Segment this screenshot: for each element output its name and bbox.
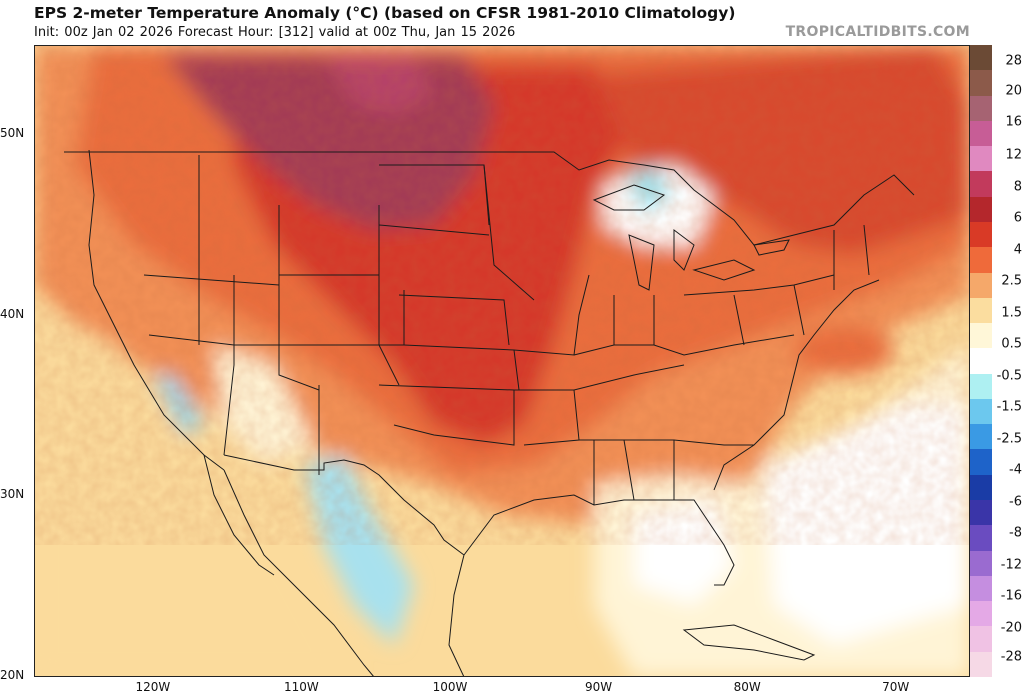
colorbar-swatch	[970, 398, 992, 425]
colorbar-swatch	[970, 196, 992, 223]
longitude-label: 90W	[584, 680, 613, 694]
colorbar-swatch	[970, 120, 992, 147]
colorbar-swatch	[970, 323, 992, 349]
colorbar-swatch	[970, 474, 992, 501]
colorbar-swatch	[970, 373, 992, 400]
colorbar-label: -12	[1000, 557, 1022, 573]
longitude-label: 120W	[135, 680, 171, 694]
colorbar-swatch	[970, 272, 992, 299]
colorbar-swatch	[970, 424, 992, 450]
colorbar-swatch	[970, 348, 992, 375]
colorbar-swatch	[970, 221, 992, 248]
colorbar-label: 6	[1013, 210, 1022, 226]
colorbar-label: -1.5	[996, 399, 1022, 415]
latitude-label: 50N	[0, 126, 25, 141]
colorbar-label: 4	[1013, 242, 1022, 258]
forecast-info: Init: 00z Jan 02 2026 Forecast Hour: [31…	[34, 25, 516, 40]
latitude-label: 20N	[0, 668, 25, 682]
us-west-coast	[88, 149, 225, 471]
colorbar-swatch	[970, 601, 992, 627]
colorbar-label: 0.5	[1001, 336, 1022, 352]
longitude-label: 100W	[432, 680, 468, 694]
colorbar-label: -6	[1009, 494, 1022, 510]
temperature-anomaly-map	[34, 45, 970, 677]
colorbar-label: 28	[1005, 53, 1022, 69]
atlantic-coast	[713, 279, 880, 491]
colorbar-swatch	[970, 651, 992, 678]
colorbar-swatch	[970, 626, 992, 653]
colorbar-label: 2.5	[1001, 273, 1022, 289]
source-watermark: TROPICALTIDBITS.COM	[785, 24, 970, 40]
colorbar-swatch	[970, 171, 992, 198]
latitude-label: 30N	[0, 487, 25, 502]
colorbar-swatch	[970, 247, 992, 273]
us-mexico-border	[223, 454, 465, 556]
colorbar-label: -20	[1000, 620, 1022, 636]
mexico-coast	[223, 469, 375, 677]
colorbar-swatch	[970, 449, 992, 476]
boundaries	[64, 149, 915, 677]
colorbar-label: -2.5	[996, 431, 1022, 447]
latitude-label: 40N	[0, 306, 25, 321]
colorbar-label: -4	[1009, 462, 1022, 478]
colorbar-swatch	[970, 297, 992, 324]
colorbar-label: -0.5	[996, 368, 1022, 384]
colorbar-label: 8	[1013, 179, 1022, 195]
colorbar: 28 20 16 12 8 6 4 2.5 1.5 0.5 -0.5 -1.5 -2.5 -4 -6 -8 -1…	[970, 45, 1024, 678]
us-canada-border	[64, 151, 915, 246]
colorbar-label: -16	[1000, 588, 1022, 604]
colorbar-swatch	[970, 70, 992, 97]
colorbar-swatch	[970, 45, 992, 71]
longitude-label: 70W	[882, 680, 910, 694]
colorbar-label: 20	[1005, 83, 1022, 99]
map-title: EPS 2-meter Temperature Anomaly (°C) (ba…	[34, 4, 736, 22]
colorbar-label: 1.5	[1001, 305, 1022, 321]
colorbar-swatch	[970, 550, 992, 577]
longitude-label: 110W	[284, 680, 319, 694]
colorbar-label: -8	[1009, 525, 1022, 541]
colorbar-swatch	[970, 95, 992, 122]
colorbar-label: -28	[1000, 649, 1022, 665]
header: EPS 2-meter Temperature Anomaly (°C) (ba…	[0, 0, 1024, 44]
gulf-coast	[463, 494, 735, 586]
colorbar-swatch	[970, 575, 992, 602]
longitude-label: 80W	[733, 680, 761, 694]
colorbar-swatch	[970, 146, 992, 172]
colorbar-label: 16	[1005, 114, 1022, 130]
colorbar-label: 12	[1005, 147, 1022, 163]
anomaly-texture	[34, 45, 970, 545]
colorbar-swatch	[970, 500, 992, 526]
colorbar-swatch	[970, 525, 992, 552]
